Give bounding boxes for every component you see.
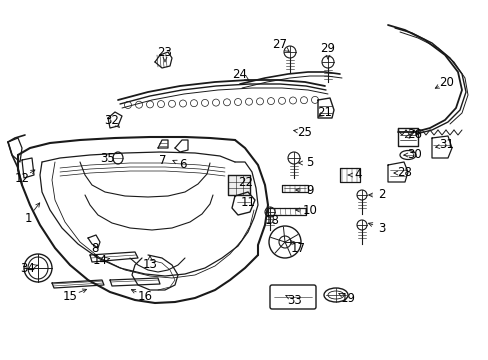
- Text: 33: 33: [287, 293, 302, 306]
- Text: 12: 12: [15, 171, 29, 184]
- Text: 6: 6: [179, 158, 186, 171]
- Text: 11: 11: [240, 197, 255, 210]
- Text: 32: 32: [104, 113, 119, 126]
- Text: 9: 9: [305, 184, 313, 197]
- Text: 30: 30: [407, 148, 422, 162]
- Text: 2: 2: [378, 189, 385, 202]
- Text: 20: 20: [439, 76, 453, 89]
- Text: 16: 16: [137, 289, 152, 302]
- Text: 19: 19: [340, 292, 355, 305]
- Text: 28: 28: [397, 166, 411, 180]
- Text: 3: 3: [378, 221, 385, 234]
- Text: 4: 4: [353, 168, 361, 181]
- Text: 15: 15: [62, 289, 77, 302]
- Text: 34: 34: [20, 261, 35, 274]
- Text: 35: 35: [101, 152, 115, 165]
- Text: 8: 8: [91, 243, 99, 256]
- Text: 21: 21: [317, 105, 332, 118]
- Text: 23: 23: [157, 45, 172, 58]
- Text: 26: 26: [407, 129, 422, 141]
- Text: 27: 27: [272, 39, 287, 51]
- Text: 25: 25: [297, 126, 312, 139]
- Polygon shape: [227, 175, 249, 195]
- Text: 22: 22: [238, 176, 253, 189]
- Text: 5: 5: [305, 157, 313, 170]
- Text: 29: 29: [320, 41, 335, 54]
- Text: 24: 24: [232, 68, 247, 81]
- Text: 1: 1: [24, 211, 32, 225]
- Text: 10: 10: [302, 203, 317, 216]
- Text: 31: 31: [439, 139, 453, 152]
- Text: 7: 7: [159, 154, 166, 167]
- Text: 17: 17: [290, 242, 305, 255]
- Text: 14: 14: [92, 253, 107, 266]
- Text: 13: 13: [142, 257, 157, 270]
- Text: 18: 18: [264, 213, 279, 226]
